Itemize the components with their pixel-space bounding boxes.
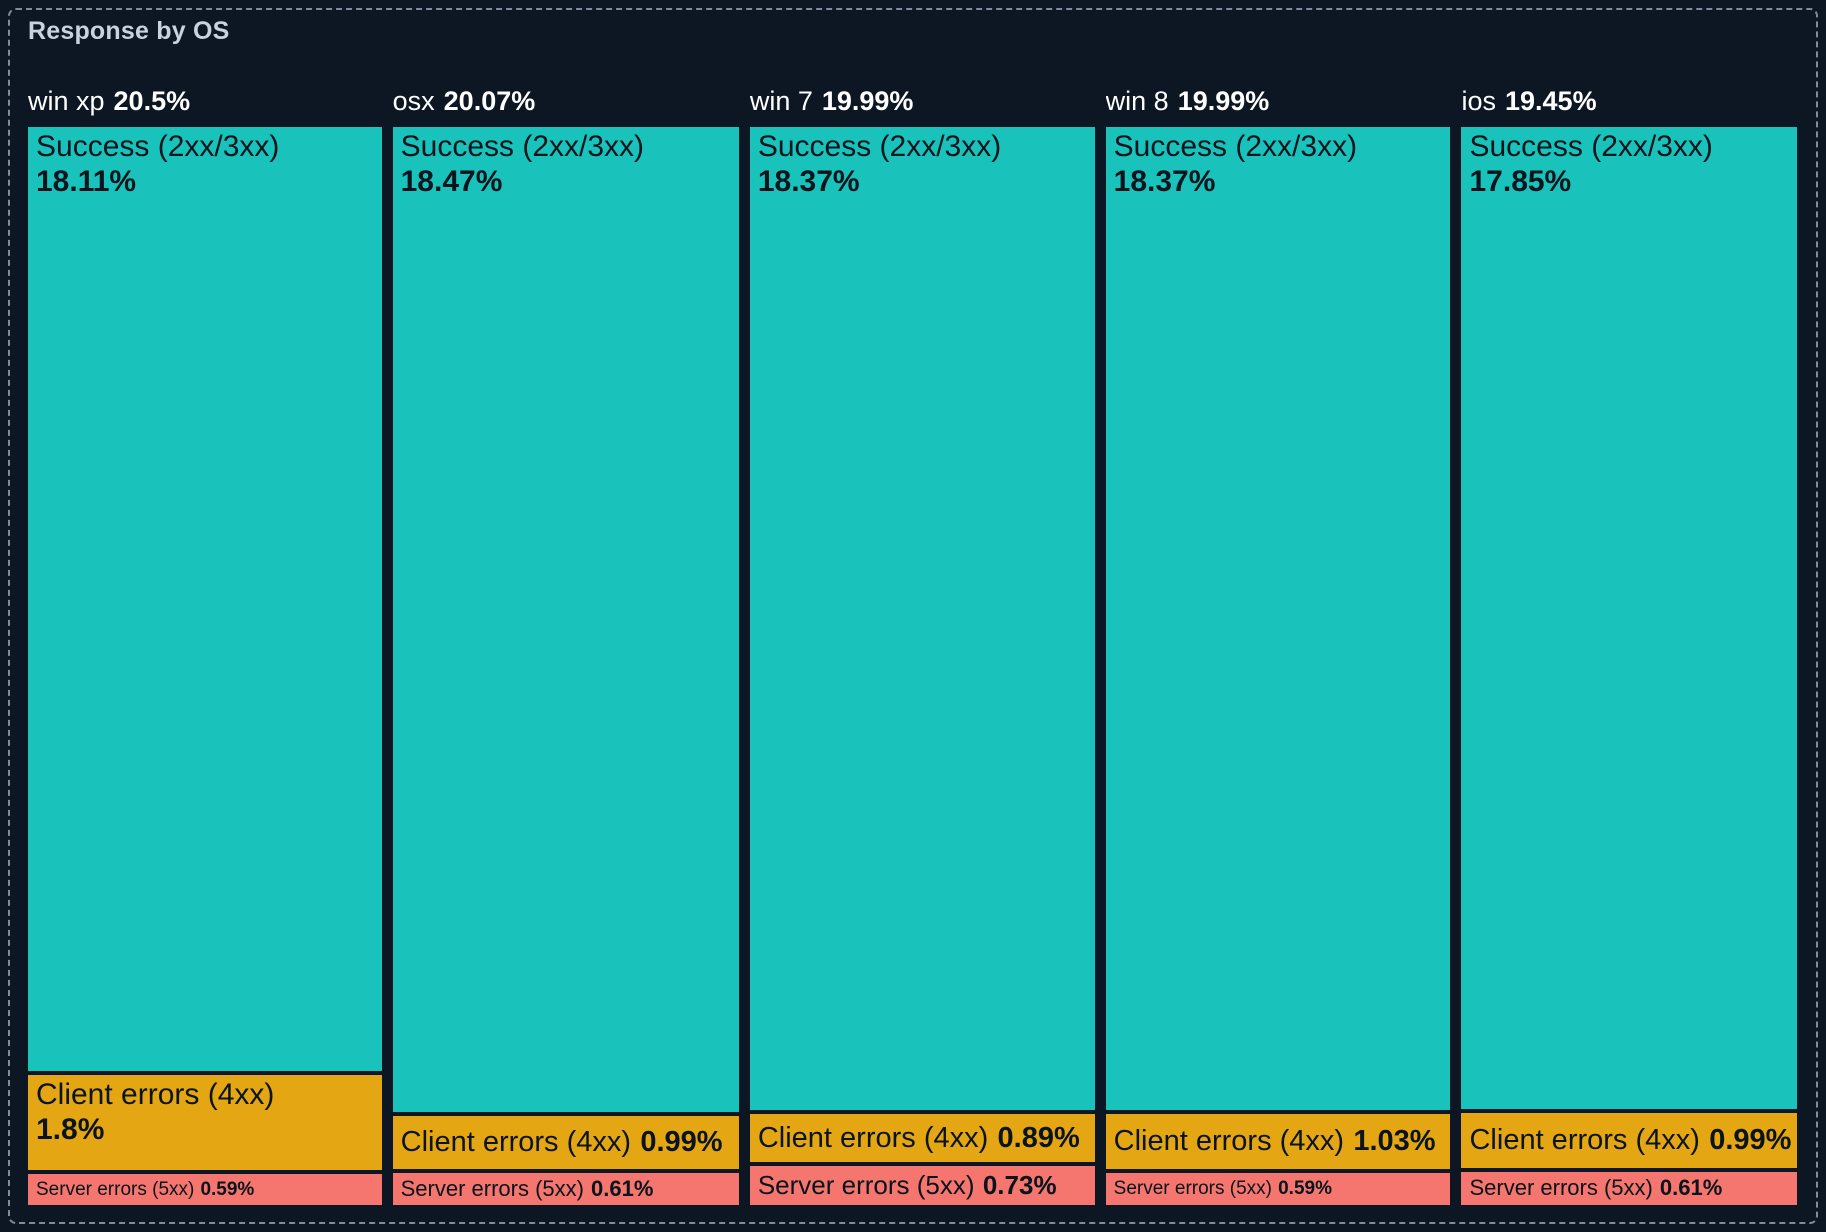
treemap-column-win-7: win 7 19.99% Success (2xx/3xx) 18.37% Cl… [749,46,1095,1205]
response-by-os-panel: Response by OS win xp 20.5% Success (2xx… [28,16,1797,1205]
tile-success[interactable]: Success (2xx/3xx) 18.37% [1105,127,1451,1111]
tile-label: Server errors (5xx) [400,1175,584,1201]
tile-value: 0.61% [591,1175,654,1201]
tile-client-errors[interactable]: Client errors (4xx) 1.03% [1105,1114,1451,1170]
tile-value: 1.03% [1353,1125,1436,1158]
tile-label: Server errors (5xx) [757,1170,975,1200]
column-blocks: Success (2xx/3xx) 18.37% Client errors (… [749,127,1095,1205]
tile-server-errors[interactable]: Server errors (5xx) 0.73% [749,1166,1095,1205]
tile-label: Client errors (4xx) [1469,1123,1700,1156]
column-header: osx 20.07% [393,46,739,127]
os-total: 19.99% [821,86,914,116]
tile-success[interactable]: Success (2xx/3xx) 18.47% [392,127,739,1112]
tile-value: 0.61% [1659,1175,1723,1201]
tile-value: 0.99% [640,1125,723,1158]
tile-success[interactable]: Success (2xx/3xx) 17.85% [1461,127,1797,1110]
tile-client-errors[interactable]: Client errors (4xx) 0.99% [1461,1113,1797,1168]
tile-label: Server errors (5xx) [1469,1175,1653,1201]
os-label: win 7 [749,86,813,116]
tile-label: Success (2xx/3xx) [1113,130,1358,163]
os-total: 19.45% [1505,86,1597,116]
tile-label: Server errors (5xx) [1113,1178,1273,1200]
column-blocks: Success (2xx/3xx) 17.85% Client errors (… [1461,127,1797,1205]
tile-server-errors[interactable]: Server errors (5xx) 0.59% [28,1174,382,1205]
tile-label: Client errors (4xx) [36,1077,275,1111]
tile-label: Client errors (4xx) [1113,1125,1345,1158]
tile-server-errors[interactable]: Server errors (5xx) 0.59% [1105,1173,1451,1205]
tile-value: 18.37% [1113,165,1216,199]
os-total: 20.07% [443,86,536,116]
os-label: ios [1461,86,1496,116]
column-header: win 7 19.99% [750,46,1095,127]
tile-server-errors[interactable]: Server errors (5xx) 0.61% [1461,1171,1797,1205]
column-blocks: Success (2xx/3xx) 18.47% Client errors (… [392,127,739,1205]
tile-label: Client errors (4xx) [400,1125,632,1158]
tile-value: 0.59% [1278,1178,1332,1200]
treemap-chart: win xp 20.5% Success (2xx/3xx) 18.11% Cl… [28,46,1797,1205]
tile-value: 0.73% [982,1170,1057,1200]
tile-value: 17.85% [1469,165,1572,199]
tile-client-errors[interactable]: Client errors (4xx) 0.99% [392,1115,739,1169]
tile-success[interactable]: Success (2xx/3xx) 18.37% [749,127,1095,1111]
tile-label: Client errors (4xx) [757,1121,989,1154]
treemap-column-win-8: win 8 19.99% Success (2xx/3xx) 18.37% Cl… [1105,46,1451,1205]
column-blocks: Success (2xx/3xx) 18.11% Client errors (… [28,127,382,1205]
tile-value: 0.89% [997,1121,1080,1154]
tile-value: 0.99% [1709,1123,1792,1156]
tile-server-errors[interactable]: Server errors (5xx) 0.61% [392,1172,739,1205]
column-blocks: Success (2xx/3xx) 18.37% Client errors (… [1105,127,1451,1205]
tile-client-errors[interactable]: Client errors (4xx) 0.89% [749,1114,1095,1162]
tile-value: 18.11% [36,165,137,199]
os-label: win 8 [1105,86,1169,116]
tile-value: 18.47% [400,165,503,199]
os-label: win xp [28,86,105,116]
panel-title: Response by OS [28,17,230,45]
tile-label: Success (2xx/3xx) [36,130,280,163]
tile-success[interactable]: Success (2xx/3xx) 18.11% [28,127,382,1071]
tile-label: Success (2xx/3xx) [400,130,645,163]
os-label: osx [392,86,435,116]
treemap-column-win-xp: win xp 20.5% Success (2xx/3xx) 18.11% Cl… [28,46,382,1205]
tile-label: Success (2xx/3xx) [757,130,1002,163]
tile-label: Server errors (5xx) [36,1178,195,1200]
tile-label: Success (2xx/3xx) [1469,130,1713,163]
tile-value: 18.37% [757,165,860,199]
tile-value: 0.59% [200,1178,255,1200]
tile-value: 1.8% [36,1112,105,1146]
treemap-column-osx: osx 20.07% Success (2xx/3xx) 18.47% Clie… [392,46,739,1205]
os-total: 20.5% [113,86,191,116]
column-header: win 8 19.99% [1106,46,1451,127]
os-total: 19.99% [1177,86,1270,116]
column-header: ios 19.45% [1461,46,1797,127]
treemap-column-ios: ios 19.45% Success (2xx/3xx) 17.85% Clie… [1461,46,1797,1205]
tile-client-errors[interactable]: Client errors (4xx) 1.8% [28,1074,382,1171]
column-header: win xp 20.5% [28,46,382,127]
